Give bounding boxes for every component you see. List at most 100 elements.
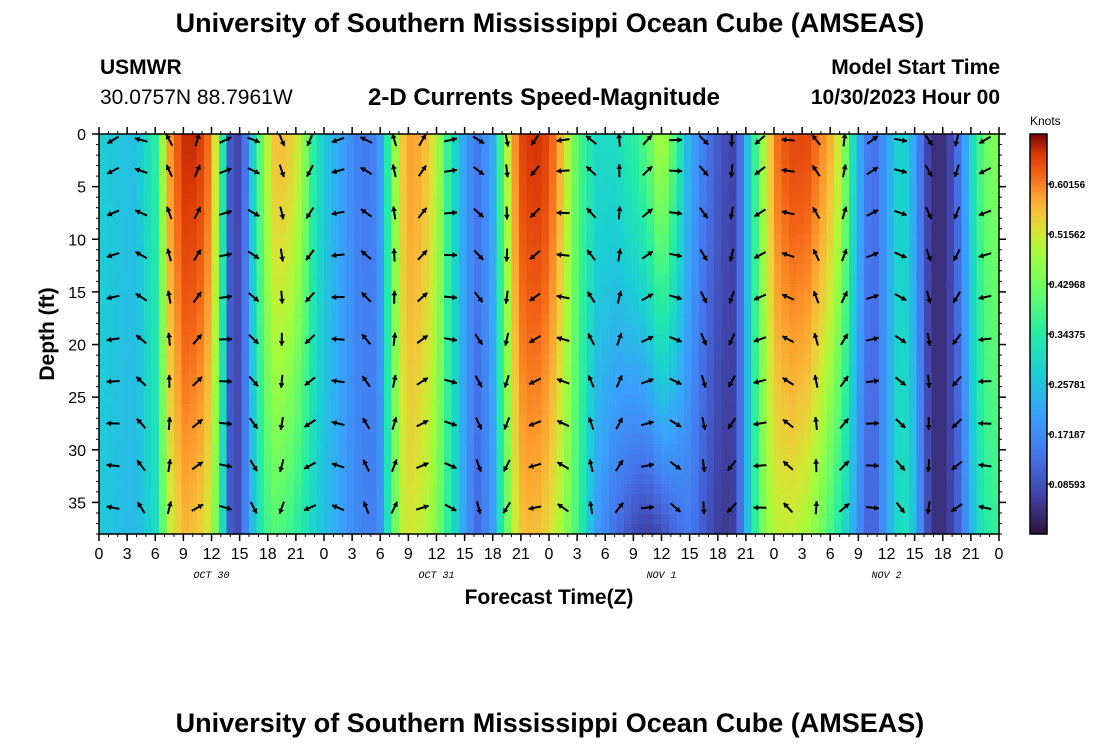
heatmap-cell: [474, 294, 483, 305]
heatmap-cell: [264, 184, 273, 195]
heatmap-cell: [324, 174, 333, 185]
heatmap-cell: [909, 234, 918, 245]
heatmap-cell: [526, 264, 535, 275]
heatmap-cell: [834, 214, 843, 225]
heatmap-cell: [954, 134, 963, 145]
heatmap-cell: [451, 394, 460, 405]
heatmap-cell: [99, 434, 108, 445]
heatmap-cell: [811, 514, 820, 525]
heatmap-cell: [819, 314, 828, 325]
heatmap-cell: [564, 504, 573, 515]
heatmap-cell: [684, 134, 693, 145]
heatmap-cell: [939, 244, 948, 255]
heatmap-cell: [556, 474, 565, 485]
heatmap-cell: [886, 254, 895, 265]
heatmap-cell: [834, 454, 843, 465]
heatmap-cell: [309, 414, 318, 425]
heatmap-cell: [954, 314, 963, 325]
heatmap-cell: [511, 144, 520, 155]
heatmap-cell: [976, 244, 985, 255]
arrow-head: [166, 459, 173, 465]
heatmap-cell: [684, 184, 693, 195]
heatmap-cell: [481, 444, 490, 455]
heatmap-cell: [376, 234, 385, 245]
heatmap-cell: [279, 474, 288, 485]
heatmap-cell: [811, 324, 820, 335]
heatmap-cell: [384, 204, 393, 215]
heatmap-cell: [766, 404, 775, 415]
heatmap-cell: [759, 214, 768, 225]
heatmap-cell: [736, 244, 745, 255]
heatmap-cell: [211, 324, 220, 335]
heatmap-cell: [211, 264, 220, 275]
heatmap-cell: [369, 434, 378, 445]
heatmap-cell: [391, 354, 400, 365]
heatmap-cell: [879, 464, 888, 475]
heatmap-cell: [534, 314, 543, 325]
heatmap-cell: [706, 344, 715, 355]
heatmap-cell: [841, 414, 850, 425]
heatmap-cell: [901, 204, 910, 215]
heatmap-cell: [564, 354, 573, 365]
heatmap-cell: [586, 224, 595, 235]
heatmap-cell: [444, 324, 453, 335]
heatmap-cell: [766, 274, 775, 285]
heatmap-cell: [399, 194, 408, 205]
heatmap-cell: [616, 194, 625, 205]
heatmap-cell: [159, 384, 168, 395]
heatmap-cell: [526, 364, 535, 375]
heatmap-cell: [309, 214, 318, 225]
heatmap-cell: [481, 144, 490, 155]
heatmap-cell: [939, 524, 948, 535]
heatmap-cell: [211, 474, 220, 485]
heatmap-cell: [534, 194, 543, 205]
heatmap-cell: [376, 384, 385, 395]
heatmap-cell: [241, 204, 250, 215]
heatmap-cell: [661, 254, 670, 265]
heatmap-cell: [879, 314, 888, 325]
heatmap-cell: [159, 374, 168, 385]
heatmap-cell: [211, 234, 220, 245]
heatmap-cell: [714, 514, 723, 525]
heatmap-cell: [759, 194, 768, 205]
heatmap-cell: [931, 324, 940, 335]
heatmap-cell: [556, 224, 565, 235]
heatmap-cell: [871, 394, 880, 405]
heatmap-cell: [751, 144, 760, 155]
heatmap-cell: [511, 244, 520, 255]
heatmap-cell: [684, 194, 693, 205]
heatmap-cell: [886, 424, 895, 435]
heatmap-cell: [961, 334, 970, 345]
heatmap-cell: [196, 274, 205, 285]
heatmap-cell: [586, 354, 595, 365]
heatmap-cell: [931, 464, 940, 475]
heatmap-cell: [684, 464, 693, 475]
heatmap-cell: [136, 344, 145, 355]
heatmap-cell: [369, 134, 378, 145]
heatmap-cell: [609, 374, 618, 385]
heatmap-cell: [459, 304, 468, 315]
heatmap-cell: [346, 354, 355, 365]
heatmap-cell: [234, 324, 243, 335]
heatmap-cell: [751, 194, 760, 205]
heatmap-cell: [541, 314, 550, 325]
heatmap-cell: [196, 254, 205, 265]
heatmap-cell: [279, 464, 288, 475]
heatmap-cell: [346, 424, 355, 435]
heatmap-cell: [744, 484, 753, 495]
heatmap-cell: [601, 164, 610, 175]
heatmap-cell: [811, 264, 820, 275]
heatmap-cell: [751, 134, 760, 145]
arrow-head: [136, 335, 142, 341]
heatmap-cell: [249, 224, 258, 235]
heatmap-cell: [789, 174, 798, 185]
heatmap-cell: [541, 494, 550, 505]
heatmap-cell: [376, 154, 385, 165]
heatmap-cell: [391, 184, 400, 195]
heatmap-cell: [421, 454, 430, 465]
heatmap-cell: [729, 154, 738, 165]
heatmap-cell: [256, 354, 265, 365]
current-arrow: [219, 504, 233, 511]
heatmap-cell: [976, 454, 985, 465]
heatmap-cell: [849, 464, 858, 475]
